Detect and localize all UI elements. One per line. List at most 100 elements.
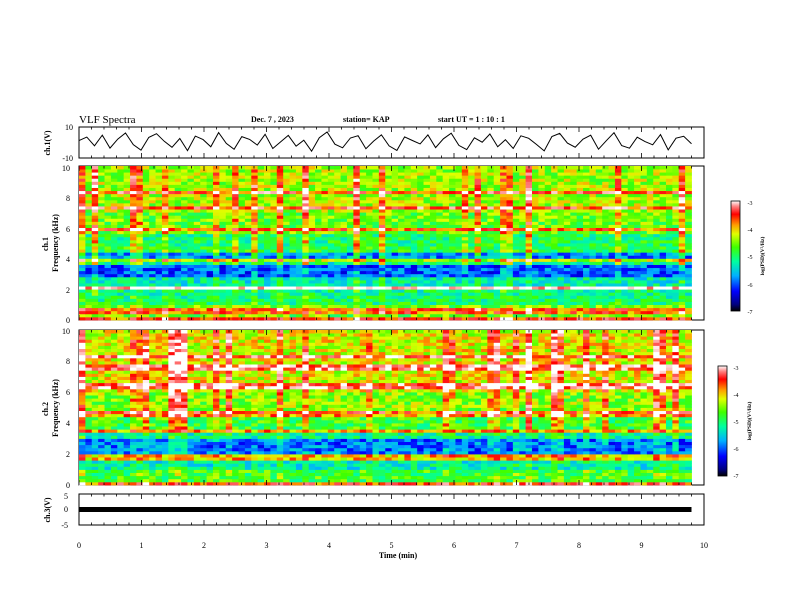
- spectrogram-cell: [161, 246, 169, 250]
- spectrogram-cell: [557, 181, 565, 185]
- spectrogram-cell: [627, 304, 635, 309]
- spectrogram-cell: [659, 313, 667, 318]
- spectrogram-cell: [142, 249, 150, 253]
- spectrogram-cell: [244, 184, 252, 188]
- spectrogram-cell: [672, 218, 680, 222]
- spectrogram-cell: [340, 221, 348, 225]
- spectrogram-cell: [646, 215, 654, 219]
- spectrogram-cell: [359, 286, 367, 290]
- spectrogram-cell: [551, 313, 558, 318]
- spectrogram-cell: [653, 169, 660, 173]
- spectrogram-cell: [474, 249, 482, 253]
- spectrogram-cell: [302, 224, 310, 228]
- spectrogram-cell: [130, 233, 137, 238]
- spectrogram-cell: [327, 199, 335, 204]
- start-ut-label: start UT = 1 : 10 : 1: [438, 115, 505, 124]
- spectrogram-cell: [168, 243, 176, 247]
- spectrogram-cell: [646, 169, 654, 173]
- spectrogram-cell: [372, 184, 380, 188]
- spectrogram-cell: [206, 279, 214, 284]
- spectrogram-cell: [315, 249, 322, 253]
- spectrogram-cell: [449, 286, 456, 290]
- spectrogram-cell: [359, 233, 367, 238]
- spectrogram-cell: [168, 304, 176, 309]
- spectrogram-cell: [91, 209, 99, 213]
- spectrogram-cell: [589, 212, 597, 216]
- spectrogram-cell: [353, 258, 361, 262]
- spectrogram-cell: [487, 304, 495, 309]
- spectrogram-cell: [602, 187, 609, 192]
- spectrogram-cell: [672, 202, 680, 207]
- spectrogram-cell: [551, 316, 558, 321]
- spectrogram-cell: [366, 218, 373, 222]
- spectrogram-cell: [589, 286, 597, 290]
- spectrogram-cell: [123, 270, 131, 275]
- spectrogram-cell: [410, 316, 418, 321]
- spectrogram-cell: [200, 261, 207, 265]
- spectrogram-cell: [455, 227, 463, 232]
- spectrogram-cell: [168, 181, 176, 185]
- spectrogram-cell: [238, 202, 246, 207]
- spectrogram-cell: [404, 246, 412, 250]
- spectrogram-cell: [327, 295, 335, 299]
- spectrogram-cell: [340, 273, 348, 278]
- spectrogram-cell: [519, 276, 527, 281]
- spectrogram-cell: [130, 304, 137, 309]
- spectrogram-cell: [283, 199, 290, 204]
- spectrogram-cell: [531, 218, 539, 222]
- spectrogram-cell: [270, 295, 278, 299]
- spectrogram-cell: [659, 184, 667, 188]
- spectrogram-cell: [315, 230, 322, 235]
- spectrogram-cell: [519, 264, 527, 269]
- spectrogram-cell: [340, 227, 348, 232]
- spectrogram-cell: [315, 289, 322, 293]
- spectrogram-cell: [79, 172, 86, 176]
- spectrogram-cell: [346, 181, 354, 185]
- spectrogram-cell: [149, 221, 156, 225]
- spectrogram-cell: [193, 239, 201, 244]
- spectrogram-cell: [634, 178, 641, 182]
- spectrogram-cell: [429, 261, 437, 265]
- spectrogram-cell: [181, 230, 188, 235]
- spectrogram-cell: [665, 199, 673, 204]
- spectrogram-cell: [200, 236, 207, 241]
- spectrogram-cell: [340, 246, 348, 250]
- spectrogram-cell: [123, 190, 131, 195]
- spectrogram-cell: [608, 252, 616, 256]
- spectrogram-cell: [627, 196, 635, 201]
- spectrogram-cell: [500, 172, 507, 176]
- spectrogram-cell: [678, 298, 686, 302]
- spectrogram-cell: [589, 224, 597, 228]
- spectrogram-cell: [442, 166, 450, 170]
- spectrogram-cell: [602, 215, 609, 219]
- spectrogram-cell: [404, 221, 412, 225]
- spectrogram-cell: [493, 202, 501, 207]
- spectrogram-cell: [308, 230, 316, 235]
- spectrogram-cell: [436, 196, 444, 201]
- spectrogram-cell: [538, 261, 546, 265]
- spectrogram-cell: [391, 252, 399, 256]
- spectrogram-cell: [238, 307, 246, 312]
- spectrogram-cell: [276, 236, 284, 241]
- spectrogram-cell: [538, 243, 546, 247]
- spectrogram-cell: [576, 246, 584, 250]
- spectrogram-cell: [391, 316, 399, 321]
- spectrogram-cell: [487, 236, 495, 241]
- spectrogram-cell: [289, 283, 297, 287]
- spectrogram-cell: [346, 276, 354, 281]
- spectrogram-cell: [493, 246, 501, 250]
- spectrogram-cell: [212, 209, 220, 213]
- spectrogram-cell: [155, 276, 163, 281]
- spectrogram-cell: [283, 227, 290, 232]
- spectrogram-cell: [219, 224, 227, 228]
- spectrogram-cell: [315, 227, 322, 232]
- spectrogram-cell: [487, 221, 495, 225]
- spectrogram-cell: [653, 193, 660, 198]
- spectrogram-cell: [544, 307, 552, 312]
- spectrogram-cell: [130, 316, 137, 321]
- spectrogram-cell: [417, 276, 424, 281]
- spectrogram-cell: [429, 196, 437, 201]
- spectrogram-cell: [283, 246, 290, 250]
- spectrogram-cell: [398, 316, 405, 321]
- spectrogram-cell: [168, 261, 176, 265]
